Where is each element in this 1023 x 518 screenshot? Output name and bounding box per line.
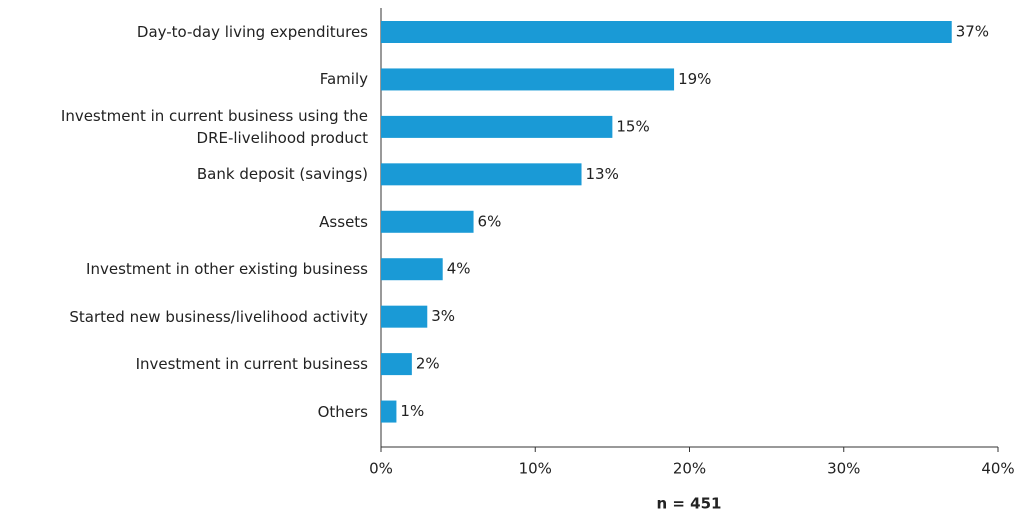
x-tick-label: 30%: [827, 460, 860, 478]
value-label: 2%: [416, 355, 440, 373]
y-tick-label: Bank deposit (savings): [196, 165, 368, 184]
value-label: 1%: [400, 402, 424, 420]
y-tick-label: Started new business/livelihood activity: [69, 307, 368, 326]
value-label: 15%: [616, 117, 649, 135]
value-label: 6%: [478, 212, 502, 230]
bar: [381, 353, 412, 376]
x-axis-label: n = 451: [656, 495, 721, 513]
value-label: 3%: [431, 307, 455, 325]
y-tick-label: Investment in other existing business: [86, 260, 368, 279]
y-tick-label: Others: [317, 402, 368, 421]
value-label: 13%: [586, 165, 619, 183]
bar: [381, 68, 675, 91]
bar: [381, 258, 443, 281]
bar: [381, 21, 952, 43]
y-tick-label: Investment in current business using the…: [60, 106, 368, 147]
y-tick-label: Day-to-day living expenditures: [136, 23, 368, 41]
x-tick-label: 10%: [519, 460, 552, 478]
bar: [381, 115, 613, 138]
x-tick-label: 20%: [673, 460, 706, 478]
value-label: 19%: [678, 70, 711, 88]
bar: [381, 400, 397, 423]
value-label: 4%: [447, 260, 471, 278]
value-label: 37%: [956, 23, 989, 41]
bar: [381, 163, 582, 186]
x-tick-label: 40%: [981, 460, 1014, 478]
y-tick-label: Investment in current business: [135, 355, 368, 374]
bar: [381, 305, 428, 328]
y-tick-label: Family: [319, 70, 368, 89]
bar: [381, 210, 474, 233]
x-tick-label: 0%: [369, 460, 393, 478]
y-tick-label: Assets: [319, 212, 368, 231]
